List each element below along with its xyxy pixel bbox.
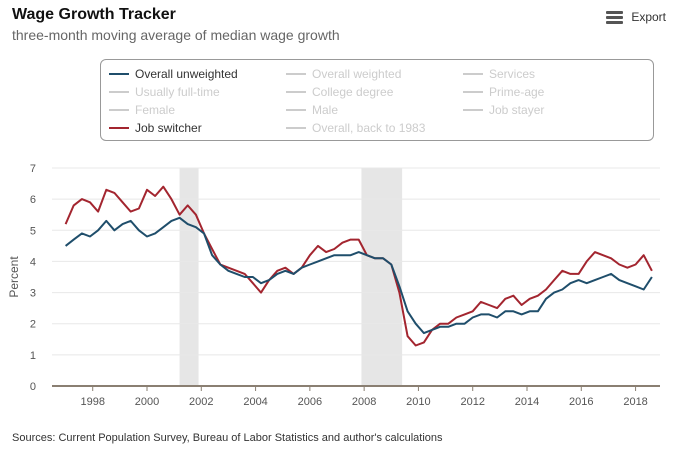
legend-swatch xyxy=(286,73,306,75)
x-tick-label: 2014 xyxy=(515,396,539,408)
legend-item-overall-back-to-1983[interactable]: Overall, back to 1983 xyxy=(286,121,425,135)
series-line-job-switcher[interactable] xyxy=(64,185,653,347)
legend-item-college-degree[interactable]: College degree xyxy=(286,85,393,99)
legend-item-female[interactable]: Female xyxy=(109,103,175,117)
legend-label: Female xyxy=(135,103,176,117)
legend-label: Male xyxy=(312,103,339,117)
x-tick-label: 2002 xyxy=(189,396,213,408)
legend-item-job-switcher[interactable]: Job switcher xyxy=(109,121,202,135)
y-tick-label: 6 xyxy=(30,194,36,206)
legend-label: College degree xyxy=(312,85,394,99)
x-tick-label: 2010 xyxy=(406,396,430,408)
y-tick-label: 4 xyxy=(30,256,36,268)
y-tick-label: 1 xyxy=(30,350,36,362)
legend-swatch xyxy=(286,127,306,129)
chart-subtitle: three-month moving average of median wag… xyxy=(12,27,340,43)
y-tick-label: 2 xyxy=(30,319,36,331)
legend-label: Overall, back to 1983 xyxy=(312,121,426,135)
legend-item-male[interactable]: Male xyxy=(286,103,338,117)
legend-label: Prime-age xyxy=(489,85,545,99)
recession-band xyxy=(179,168,199,386)
legend-swatch xyxy=(463,91,483,93)
series-line-overall-unweighted[interactable] xyxy=(64,216,653,335)
legend-item-overall-weighted[interactable]: Overall weighted xyxy=(286,67,401,81)
source-note: Sources: Current Population Survey, Bure… xyxy=(12,432,443,444)
legend-item-overall-unweighted[interactable]: Overall unweighted xyxy=(109,67,238,81)
menu-icon xyxy=(606,10,624,24)
legend-item-services[interactable]: Services xyxy=(463,67,535,81)
x-tick-label: 2004 xyxy=(243,396,267,408)
legend-swatch xyxy=(463,109,483,111)
y-tick-label: 7 xyxy=(30,163,36,175)
legend-label: Usually full-time xyxy=(135,85,220,99)
legend-swatch xyxy=(109,109,129,111)
y-tick-label: 3 xyxy=(30,288,36,300)
y-tick-label: 0 xyxy=(30,381,36,393)
legend-swatch xyxy=(463,73,483,75)
legend: Overall unweighted Overall weighted Serv… xyxy=(100,59,654,141)
legend-label: Overall weighted xyxy=(312,67,402,81)
legend-swatch xyxy=(286,109,306,111)
export-button[interactable]: Export xyxy=(606,10,666,24)
y-axis-label: Percent xyxy=(7,256,21,298)
legend-item-job-stayer[interactable]: Job stayer xyxy=(463,103,544,117)
x-tick-label: 2016 xyxy=(569,396,593,408)
legend-item-prime-age[interactable]: Prime-age xyxy=(463,85,544,99)
legend-label: Overall unweighted xyxy=(135,67,238,81)
legend-label: Job switcher xyxy=(135,121,202,135)
x-tick-label: 1998 xyxy=(80,396,104,408)
x-tick-label: 2006 xyxy=(298,396,322,408)
export-label: Export xyxy=(631,10,666,24)
legend-item-usually-full-time[interactable]: Usually full-time xyxy=(109,85,220,99)
y-tick-label: 5 xyxy=(30,225,36,237)
legend-label: Job stayer xyxy=(489,103,545,117)
x-tick-label: 2012 xyxy=(460,396,484,408)
legend-swatch xyxy=(109,91,129,93)
legend-swatch xyxy=(286,91,306,93)
legend-label: Services xyxy=(489,67,536,81)
chart-title: Wage Growth Tracker xyxy=(12,6,176,23)
x-tick-label: 2008 xyxy=(352,396,376,408)
x-tick-label: 2000 xyxy=(135,396,159,408)
legend-swatch xyxy=(109,127,129,129)
legend-swatch xyxy=(109,73,129,75)
x-tick-label: 2018 xyxy=(623,396,647,408)
